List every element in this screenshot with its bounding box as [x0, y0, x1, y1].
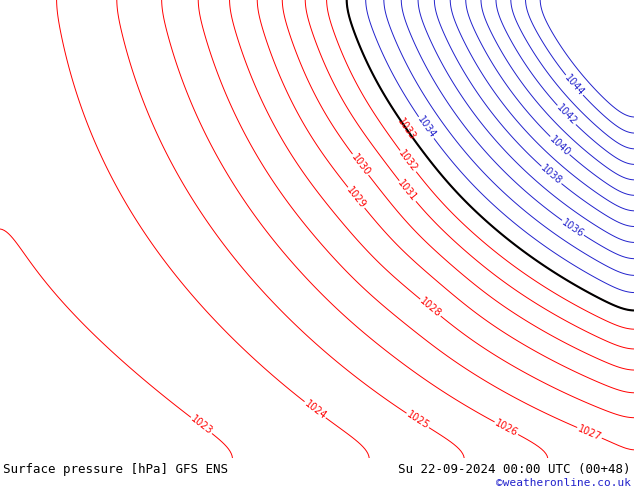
Text: 1024: 1024	[302, 398, 328, 421]
Text: 1030: 1030	[349, 152, 372, 177]
Text: ©weatheronline.co.uk: ©weatheronline.co.uk	[496, 478, 631, 489]
Text: 1034: 1034	[415, 115, 437, 141]
Text: 1036: 1036	[560, 217, 586, 239]
Text: 1042: 1042	[554, 103, 579, 127]
Text: 1040: 1040	[547, 134, 572, 158]
Text: Surface pressure [hPa] GFS ENS: Surface pressure [hPa] GFS ENS	[3, 463, 228, 476]
Text: 1038: 1038	[539, 163, 564, 187]
Text: 1026: 1026	[493, 418, 519, 439]
Text: 1023: 1023	[189, 414, 214, 437]
Text: Su 22-09-2024 00:00 UTC (00+48): Su 22-09-2024 00:00 UTC (00+48)	[398, 463, 631, 476]
Text: 1033: 1033	[396, 116, 418, 142]
Text: 1032: 1032	[397, 148, 420, 174]
Text: 1031: 1031	[396, 178, 419, 204]
Text: 1029: 1029	[345, 185, 368, 210]
Text: 1044: 1044	[562, 73, 586, 98]
Text: 1025: 1025	[404, 410, 431, 431]
Text: 1027: 1027	[576, 423, 603, 442]
Text: 1028: 1028	[418, 296, 443, 319]
